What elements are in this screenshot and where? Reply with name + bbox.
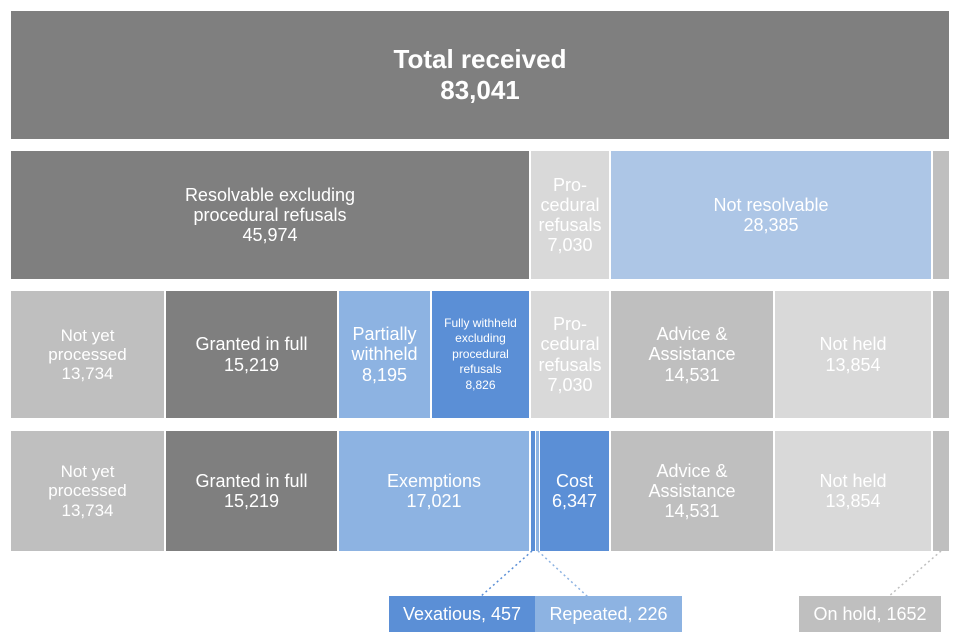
fully-line4: refusals: [459, 362, 502, 377]
total-received-label: Total received: [393, 43, 567, 74]
procedural-label-line1: Pro-: [552, 314, 587, 335]
on-hold-sliver-row2: [933, 151, 949, 279]
advice-line2: Assistance: [648, 480, 736, 501]
total-received-value: 83,041: [440, 75, 520, 105]
exemptions-value: 17,021: [406, 491, 462, 511]
procedural-label-line2: cedural: [540, 334, 600, 355]
not-resolvable-label: Not resolvable: [713, 194, 829, 215]
granted-label: Granted in full: [195, 470, 308, 491]
advice-line1: Advice &: [656, 460, 728, 481]
repeated-callout: Repeated, 226: [535, 596, 682, 632]
fully-withheld-box: Fully withheld excluding procedural refu…: [432, 291, 529, 418]
not-yet-line2: processed: [48, 481, 127, 501]
on-hold-connector: [887, 550, 942, 598]
not-held-box-row4: Not held 13,854: [775, 431, 931, 551]
not-yet-processed-box-row3: Not yet processed 13,734: [11, 291, 164, 418]
resolvable-label-line2: procedural refusals: [193, 204, 347, 225]
exemptions-box: Exemptions 17,021: [339, 431, 529, 551]
fully-line2: excluding: [455, 331, 506, 346]
procedural-label-line3: refusals: [538, 354, 602, 375]
not-yet-line1: Not yet: [60, 462, 115, 482]
resolvable-label-line1: Resolvable excluding: [184, 184, 356, 205]
advice-value: 14,531: [664, 501, 720, 522]
cost-label: Cost: [555, 470, 593, 491]
vexatious-sliver: [531, 431, 535, 551]
total-received-box: Total received 83,041: [11, 11, 949, 139]
vexatious-callout: Vexatious, 457: [389, 596, 535, 632]
cost-box: Cost 6,347: [540, 431, 609, 551]
not-yet-processed-box-row4: Not yet processed 13,734: [11, 431, 164, 551]
advice-assistance-box-row3: Advice & Assistance 14,531: [611, 291, 773, 418]
exemptions-label: Exemptions: [386, 470, 482, 491]
advice-assistance-box-row4: Advice & Assistance 14,531: [611, 431, 773, 551]
not-held-value: 13,854: [825, 491, 881, 511]
granted-value: 15,219: [223, 354, 280, 375]
granted-label: Granted in full: [195, 334, 308, 355]
fully-line3: procedural: [452, 346, 509, 361]
procedural-label-line1: Pro-: [552, 174, 587, 195]
procedural-label-line3: refusals: [538, 215, 602, 235]
granted-in-full-box-row4: Granted in full 15,219: [166, 431, 337, 551]
granted-value: 15,219: [223, 491, 280, 511]
repeated-connector: [537, 550, 589, 598]
resolvable-value: 45,974: [242, 225, 298, 246]
vexatious-connector: [479, 550, 533, 598]
procedural-label-line2: cedural: [540, 194, 600, 215]
not-yet-line1: Not yet: [60, 325, 115, 345]
not-yet-value: 13,734: [61, 364, 114, 384]
not-held-label: Not held: [819, 470, 887, 491]
partially-withheld-box: Partially withheld 8,195: [339, 291, 430, 418]
resolvable-box: Resolvable excluding procedural refusals…: [11, 151, 529, 279]
not-held-label: Not held: [819, 334, 887, 355]
not-yet-value: 13,734: [61, 500, 114, 520]
fully-value: 8,826: [465, 377, 496, 392]
procedural-refusals-box-row3: Pro- cedural refusals 7,030: [531, 291, 609, 418]
procedural-value: 7,030: [547, 235, 593, 256]
advice-value: 14,531: [664, 364, 720, 385]
on-hold-sliver-row3: [933, 291, 949, 418]
cost-value: 6,347: [551, 491, 598, 511]
procedural-value: 7,030: [547, 374, 593, 395]
not-yet-line2: processed: [48, 344, 127, 364]
on-hold-callout: On hold, 1652: [799, 596, 941, 632]
advice-line2: Assistance: [648, 344, 736, 365]
not-resolvable-value: 28,385: [743, 215, 799, 235]
fully-line1: Fully withheld: [444, 315, 517, 330]
on-hold-sliver-row4: [933, 431, 949, 551]
partially-line1: Partially: [352, 324, 417, 345]
partially-line2: withheld: [351, 344, 418, 365]
procedural-refusals-box-row2: Pro- cedural refusals 7,030: [531, 151, 609, 279]
not-resolvable-box: Not resolvable 28,385: [611, 151, 931, 279]
partially-value: 8,195: [361, 364, 408, 385]
granted-in-full-box-row3: Granted in full 15,219: [166, 291, 337, 418]
advice-line1: Advice &: [656, 324, 728, 345]
repeated-sliver: [536, 431, 539, 551]
not-held-value: 13,854: [825, 354, 881, 375]
not-held-box-row3: Not held 13,854: [775, 291, 931, 418]
